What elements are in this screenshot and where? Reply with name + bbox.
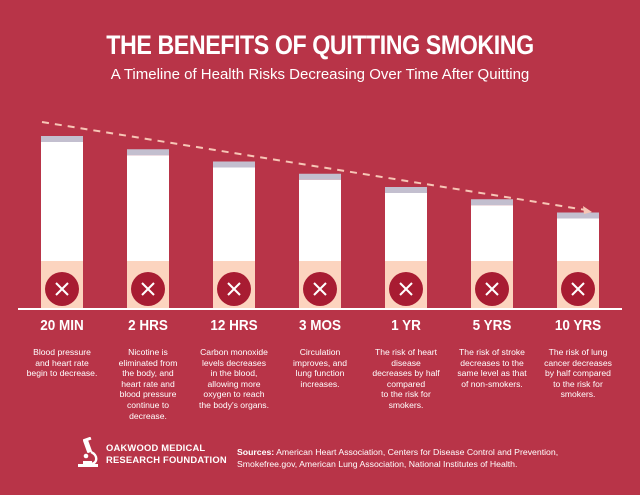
description-line: oxygen to reach: [203, 389, 265, 400]
x-mark: [313, 282, 327, 296]
description-line: Circulation: [299, 347, 341, 357]
bar-cap: [471, 199, 513, 206]
timeline-description: The risk of stroke decreases to the same l…: [449, 347, 535, 389]
description-line: and heart rate: [35, 357, 89, 368]
timeline-label: 3 MOS: [298, 317, 342, 334]
description-line: to the risk for: [381, 389, 431, 400]
description-line: same level as that: [457, 368, 527, 379]
description-line: allowing more: [207, 378, 261, 389]
description-line: increases.: [300, 378, 340, 389]
x-mark: [399, 282, 413, 296]
bar: [41, 142, 83, 261]
description-line: continue to: [126, 399, 170, 410]
timeline-label: 5 YRS: [472, 317, 512, 334]
description-line: compared: [386, 378, 426, 389]
description-line: to the risk for: [553, 378, 603, 389]
description-line: blood pressure: [119, 389, 177, 400]
page-title: THE BENEFITS OF QUITTING SMOKING: [106, 30, 534, 60]
bar-cap: [213, 161, 255, 168]
description-line: lung function: [295, 368, 345, 379]
bar-cap: [299, 173, 341, 180]
description-line: Blood pressure: [33, 347, 91, 357]
bar: [385, 193, 427, 261]
sources-line1: American Heart Association, Centers for …: [276, 447, 559, 457]
timeline-description: Blood pressure and heart rate begin to dec…: [19, 347, 105, 379]
bar-cap: [41, 136, 83, 142]
x-mark: [55, 282, 69, 296]
timeline-description: Circulation improves, and lung function inc…: [277, 347, 363, 389]
timeline-label: 12 HRS: [210, 317, 258, 334]
description-line: by half compared: [545, 368, 611, 379]
description-line: decreases to the: [460, 357, 524, 368]
x-mark: [141, 282, 155, 296]
description-line: in the blood,: [210, 368, 258, 379]
timeline-description: Nicotine is eliminated from the body, and h…: [105, 347, 191, 421]
description-line: decrease.: [129, 410, 167, 421]
bar: [557, 218, 599, 261]
bar: [471, 205, 513, 261]
description-line: heart rate and: [121, 378, 175, 389]
trend-arrow-icon: [583, 206, 592, 214]
description-line: Carbon monoxide: [200, 347, 268, 357]
description-line: smokers.: [560, 389, 596, 400]
x-mark: [485, 282, 499, 296]
timeline-description: Carbon monoxide levels decreases in the bl…: [191, 347, 277, 411]
description-line: decreases by half: [372, 368, 440, 379]
bar-cap: [557, 212, 599, 219]
bar: [213, 167, 255, 261]
description-line: Nicotine is: [128, 347, 168, 357]
description-line: the body, and: [122, 368, 174, 379]
description-line: The risk of heart: [374, 347, 438, 357]
x-mark: [571, 282, 585, 296]
microscope-icon: [78, 437, 98, 467]
bar-cap: [385, 187, 427, 193]
timeline-label: 1 YR: [391, 317, 421, 334]
description-line: The risk of stroke: [459, 347, 525, 357]
description-line: The risk of lung: [548, 347, 608, 357]
description-line: improves, and: [293, 357, 347, 368]
description-line: the body's organs.: [199, 399, 269, 410]
description-line: begin to decrease.: [26, 368, 98, 379]
description-line: levels decreases: [201, 357, 266, 368]
org-name-line1: OAKWOOD MEDICAL: [106, 442, 206, 453]
sources-label: Sources:: [237, 447, 275, 457]
timeline-label: 20 MIN: [40, 317, 84, 334]
timeline-description: The risk of lung cancer decreases by half …: [535, 347, 621, 400]
bar: [127, 155, 169, 261]
org-name-line2: RESEARCH FOUNDATION: [106, 454, 227, 465]
org-name: OAKWOOD MEDICAL RESEARCH FOUNDATION: [106, 442, 227, 466]
timeline-label: 2 HRS: [128, 317, 168, 334]
timeline-label: 10 YRS: [554, 317, 602, 334]
bar-cap: [127, 149, 169, 156]
trend-line: [41, 121, 587, 211]
timeline-description: The risk of heart disease decreases by hal…: [363, 347, 449, 411]
page-subtitle: A Timeline of Health Risks Decreasing Ov…: [110, 66, 530, 83]
description-line: of non-smokers.: [461, 378, 523, 389]
description-line: smokers.: [388, 399, 424, 410]
description-line: eliminated from: [118, 357, 178, 368]
sources-text: Sources: American Heart Association, Cen…: [237, 446, 617, 470]
description-line: cancer decreases: [544, 357, 612, 368]
sources-line2: Smokefree.gov, American Lung Association…: [237, 459, 518, 469]
bar: [299, 179, 341, 261]
x-mark: [227, 282, 241, 296]
description-line: disease: [391, 357, 421, 368]
